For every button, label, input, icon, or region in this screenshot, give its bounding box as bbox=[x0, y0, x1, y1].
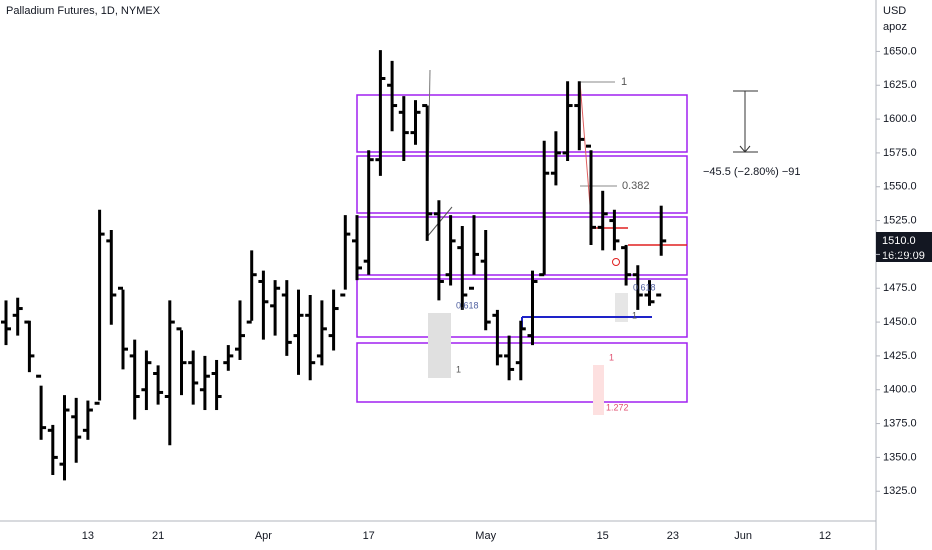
annotation: 0.618 bbox=[456, 300, 479, 310]
y-tick-label: 1450.0 bbox=[883, 316, 917, 328]
annotation: 1 bbox=[456, 364, 461, 374]
annotation: 1 bbox=[621, 76, 627, 88]
y-tick-label: 1500.0 bbox=[883, 248, 917, 260]
projection-box bbox=[615, 293, 628, 322]
y-tick-label: 1350.0 bbox=[883, 451, 917, 463]
price-label-box bbox=[876, 232, 932, 262]
y-tick-label: 1650.0 bbox=[883, 45, 917, 57]
annotation: 1.272 bbox=[606, 402, 629, 412]
projection-box bbox=[428, 313, 451, 378]
marker bbox=[612, 258, 620, 266]
y-tick-label: 1475.0 bbox=[883, 282, 917, 294]
x-tick-label: 12 bbox=[819, 530, 831, 542]
last-price-label: 1510.0 bbox=[882, 235, 916, 247]
y-tick-label: 1525.0 bbox=[883, 214, 917, 226]
zone-box bbox=[356, 94, 688, 153]
x-tick-label: May bbox=[475, 530, 496, 542]
unit: apoz bbox=[883, 21, 907, 33]
x-tick-label: 17 bbox=[363, 530, 375, 542]
annotation: 1 bbox=[632, 310, 637, 320]
annotation: −45.5 (−2.80%) −91 bbox=[703, 166, 801, 178]
y-tick-label: 1575.0 bbox=[883, 147, 917, 159]
countdown: 16:29:09 bbox=[882, 250, 925, 262]
y-tick-label: 1550.0 bbox=[883, 181, 917, 193]
x-tick-label: 21 bbox=[152, 530, 164, 542]
chart-title: Palladium Futures, 1D, NYMEX bbox=[6, 5, 161, 17]
x-tick-label: 15 bbox=[597, 530, 609, 542]
x-tick-label: 13 bbox=[82, 530, 94, 542]
y-tick-label: 1375.0 bbox=[883, 417, 917, 429]
y-tick-label: 1400.0 bbox=[883, 384, 917, 396]
annotation: 1 bbox=[609, 352, 614, 362]
y-tick-label: 1325.0 bbox=[883, 485, 917, 497]
projection-box bbox=[593, 365, 604, 415]
currency: USD bbox=[883, 5, 906, 17]
zone-box bbox=[356, 155, 688, 214]
annotation: 0.382 bbox=[622, 180, 650, 192]
annotation: 0.618 bbox=[633, 282, 656, 292]
x-tick-label: Apr bbox=[255, 530, 272, 542]
y-tick-label: 1600.0 bbox=[883, 113, 917, 125]
x-tick-label: 23 bbox=[667, 530, 679, 542]
y-tick-label: 1425.0 bbox=[883, 350, 917, 362]
y-tick-label: 1625.0 bbox=[883, 79, 917, 91]
x-tick-label: Jun bbox=[734, 530, 752, 542]
